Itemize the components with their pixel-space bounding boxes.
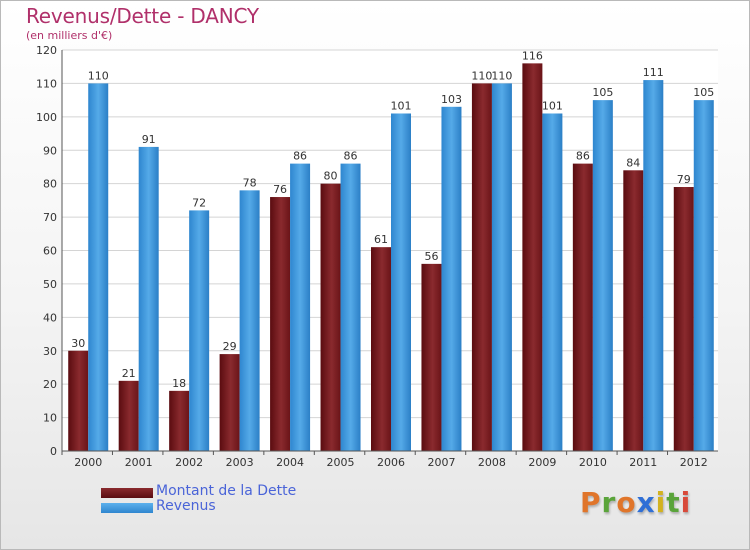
bar-debt-2002 (169, 390, 190, 451)
data-label-debt: 110 (471, 69, 492, 82)
data-label-debt: 84 (626, 156, 640, 169)
bar-debt-2009 (522, 63, 543, 451)
data-label-revenue: 101 (391, 99, 412, 112)
data-label-revenue: 111 (643, 66, 664, 79)
y-tick-label: 50 (43, 278, 57, 291)
data-label-revenue: 86 (293, 150, 307, 163)
data-label-revenue: 103 (441, 93, 462, 106)
legend-label-debt: Montant de la Dette (156, 483, 297, 499)
data-label-debt: 29 (223, 340, 237, 353)
data-label-debt: 80 (324, 170, 338, 183)
bar-debt-2005 (320, 183, 341, 451)
bar-revenue-2012 (693, 100, 714, 451)
data-label-revenue: 105 (693, 86, 714, 99)
y-tick-label: 60 (43, 245, 57, 258)
y-tick-label: 20 (43, 378, 57, 391)
legend-item-debt: Montant de la Dette (101, 483, 401, 501)
data-label-revenue: 78 (243, 176, 257, 189)
x-tick-label: 2000 (74, 456, 102, 469)
y-tick-label: 70 (43, 211, 57, 224)
logo-letter: x (636, 486, 656, 519)
legend-item-revenue: Revenus (101, 498, 401, 516)
data-label-debt: 61 (374, 233, 388, 246)
x-tick-label: 2004 (276, 456, 304, 469)
logo-letter: P (580, 486, 602, 519)
bar-debt-2007 (421, 263, 442, 451)
chart-title: Revenus/Dette - DANCY (26, 4, 259, 28)
y-tick-label: 0 (50, 445, 57, 458)
logo-letter: r (601, 486, 617, 519)
data-label-debt: 86 (576, 150, 590, 163)
data-label-debt: 76 (273, 183, 287, 196)
y-tick-label: 120 (36, 44, 57, 57)
chart-subtitle: (en milliers d'€) (26, 29, 113, 42)
y-tick-label: 110 (36, 77, 57, 90)
y-tick-label: 90 (43, 144, 57, 157)
bar-revenue-2003 (239, 190, 260, 451)
logo-letter: o (616, 486, 637, 519)
data-label-revenue: 110 (491, 69, 512, 82)
data-label-revenue: 86 (344, 150, 358, 163)
legend-swatch-debt (101, 488, 153, 498)
bar-revenue-2007 (441, 106, 462, 451)
bar-revenue-2002 (189, 210, 210, 451)
y-tick-label: 40 (43, 311, 57, 324)
x-tick-label: 2010 (579, 456, 607, 469)
x-tick-label: 2003 (226, 456, 254, 469)
logo-letter: i (680, 486, 692, 519)
x-tick-label: 2007 (427, 456, 455, 469)
data-label-debt: 21 (122, 367, 136, 380)
bar-debt-2004 (270, 197, 291, 451)
y-tick-label: 30 (43, 345, 57, 358)
x-tick-label: 2001 (125, 456, 153, 469)
x-tick-label: 2005 (327, 456, 355, 469)
data-label-debt: 18 (172, 377, 186, 390)
data-label-debt: 30 (71, 337, 85, 350)
logo-letter: t (666, 486, 681, 519)
logo-letter: i (655, 486, 667, 519)
bar-revenue-2008 (491, 83, 512, 452)
bar-revenue-2000 (88, 83, 109, 452)
data-label-debt: 56 (424, 250, 438, 263)
legend-swatch-revenue (101, 503, 153, 513)
x-tick-label: 2008 (478, 456, 506, 469)
bar-revenue-2011 (643, 80, 664, 451)
bar-debt-2011 (623, 170, 644, 452)
x-tick-label: 2002 (175, 456, 203, 469)
data-label-revenue: 110 (88, 69, 109, 82)
bar-debt-2010 (572, 163, 593, 451)
legend-label-revenue: Revenus (156, 498, 216, 514)
x-tick-label: 2006 (377, 456, 405, 469)
y-tick-label: 80 (43, 178, 57, 191)
bar-revenue-2009 (542, 113, 563, 451)
x-tick-label: 2011 (629, 456, 657, 469)
proxiti-logo: Proxiti (580, 486, 691, 519)
data-label-revenue: 101 (542, 99, 563, 112)
bar-debt-2003 (219, 354, 240, 451)
bar-revenue-2005 (340, 163, 361, 451)
data-label-revenue: 72 (192, 196, 206, 209)
bar-revenue-2010 (592, 100, 613, 451)
y-tick-label: 10 (43, 412, 57, 425)
bar-revenue-2006 (391, 113, 411, 451)
bar-debt-2000 (68, 350, 89, 451)
bar-debt-2001 (118, 380, 139, 451)
data-label-debt: 116 (522, 49, 543, 62)
bar-revenue-2001 (138, 146, 159, 452)
y-tick-label: 100 (36, 111, 57, 124)
x-tick-label: 2012 (680, 456, 708, 469)
data-label-debt: 79 (677, 173, 691, 186)
bar-debt-2012 (673, 187, 694, 451)
x-tick-label: 2009 (528, 456, 556, 469)
bar-revenue-2004 (290, 163, 311, 451)
data-label-revenue: 91 (142, 133, 156, 146)
legend: Montant de la Dette Revenus (101, 483, 401, 516)
bar-debt-2006 (371, 247, 391, 451)
bar-debt-2008 (471, 83, 492, 452)
data-label-revenue: 105 (592, 86, 613, 99)
